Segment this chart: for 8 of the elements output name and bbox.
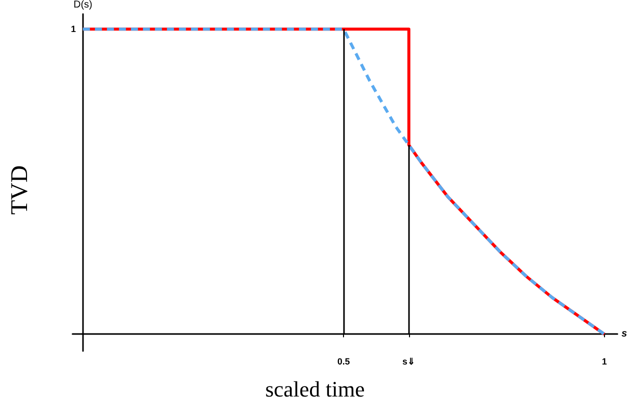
- x-tick-label: 1: [602, 356, 607, 366]
- y-axis-title: TVD: [7, 165, 33, 215]
- x-tick-label: 0.5: [337, 356, 350, 366]
- text: D(s): [73, 0, 92, 10]
- annotation: 1: [70, 24, 76, 34]
- text: s: [621, 328, 628, 340]
- x-axis-title: scaled time: [265, 376, 365, 402]
- x-tick-label: s⇓: [402, 356, 416, 366]
